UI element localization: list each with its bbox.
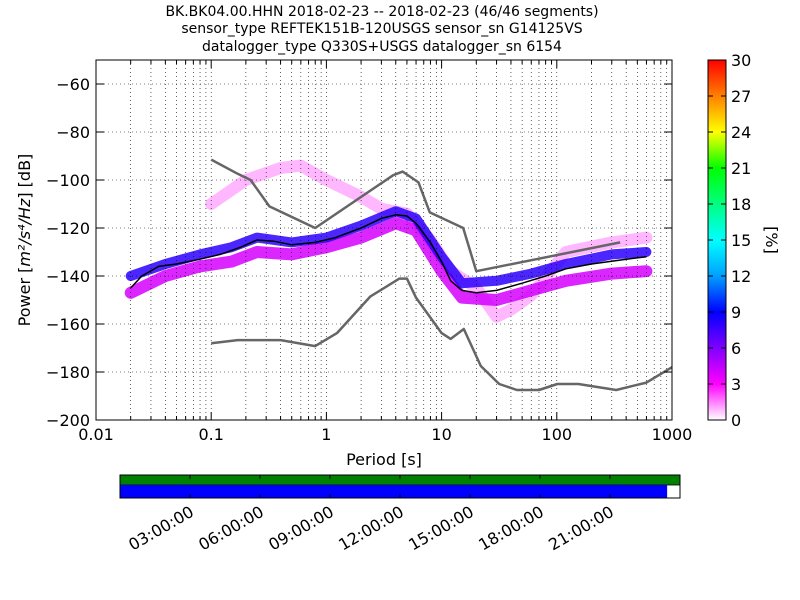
y-axis-ticks: −200 −180 −160 −140 −120 −100 −80 −60	[46, 75, 672, 430]
x-tick-label: 100	[542, 425, 573, 444]
timeline-tick-label: 09:00:00	[265, 502, 337, 554]
y-tick-label: −200	[46, 411, 90, 430]
data-coverage-timeline: 03:00:0006:00:0009:00:0012:00:0015:00:00…	[119, 474, 681, 554]
timeline-gap-bar	[120, 475, 680, 485]
y-tick-label: −180	[46, 363, 90, 382]
mode-curve	[130, 214, 647, 294]
colorbar-tick-label: 9	[731, 303, 741, 322]
timeline-tick-label: 18:00:00	[475, 502, 547, 554]
timeline-data-bar	[120, 485, 668, 498]
x-tick-label: 10	[431, 425, 451, 444]
colorbar-tick-label: 24	[731, 123, 751, 142]
colorbar-tick-label: 6	[731, 339, 741, 358]
colorbar-tick-label: 30	[731, 51, 751, 70]
nlnm-curve	[211, 277, 672, 392]
y-tick-label: −140	[46, 267, 90, 286]
colorbar: 0 3 6 9 12 15 18 21 24 27 30	[707, 51, 751, 430]
y-axis-label-suffix: ] [dB]	[15, 154, 34, 199]
y-tick-label: −60	[56, 75, 90, 94]
y-tick-label: −100	[46, 171, 90, 190]
y-tick-label: −160	[46, 315, 90, 334]
y-tick-label: −80	[56, 123, 90, 142]
figure-title-line-3: datalogger_type Q330S+USGS datalogger_sn…	[202, 39, 562, 55]
figure-title-line-2: sensor_type REFTEK151B-120USGS sensor_sn…	[181, 21, 582, 37]
nhnm-curve	[210, 158, 621, 273]
colorbar-tick-label: 3	[731, 375, 741, 394]
colorbar-label: [%]	[762, 226, 781, 254]
heatmap-band-2	[125, 206, 652, 289]
timeline-tick-label: 12:00:00	[335, 502, 407, 554]
x-axis-ticks: 0.01 0.1 1 10 100 1000	[78, 60, 692, 444]
x-tick-label: 1	[321, 425, 331, 444]
x-tick-label: 0.1	[198, 425, 223, 444]
x-tick-label: 1000	[652, 425, 693, 444]
colorbar-tick-label: 18	[731, 195, 751, 214]
plot-grid	[96, 60, 672, 421]
heatmap-band-1	[124, 217, 653, 306]
y-tick-label: −120	[46, 219, 90, 238]
figure-title-line-1: BK.BK04.00.HHN 2018-02-23 -- 2018-02-23 …	[165, 4, 598, 20]
colorbar-tick-label: 21	[731, 159, 751, 178]
y-axis-label: Power [m²/s⁴/Hz] [dB]	[15, 154, 34, 327]
timeline-tick-label: 03:00:00	[125, 502, 197, 554]
plot-background	[96, 60, 672, 420]
plot-frame	[95, 59, 673, 421]
x-axis-label: Period [s]	[346, 450, 422, 469]
colorbar-tick-label: 0	[731, 411, 741, 430]
colorbar-tick-label: 15	[731, 231, 751, 250]
y-axis-label-prefix: Power [	[15, 267, 34, 327]
colorbar-tick-label: 27	[731, 87, 751, 106]
timeline-tick-label: 06:00:00	[195, 502, 267, 554]
psd-plot: 0.01 0.1 1 10 100 1000 −200 −180 −160 −140 −120 −1…	[46, 59, 692, 444]
y-axis-label-units: m²/s⁴/Hz	[15, 198, 34, 267]
timeline-tick-label: 15:00:00	[405, 502, 477, 554]
colorbar-tick-label: 12	[731, 267, 751, 286]
timeline-tick-label: 21:00:00	[545, 502, 617, 554]
noise-model-curves	[130, 158, 672, 392]
x-tick-label: 0.01	[78, 425, 114, 444]
